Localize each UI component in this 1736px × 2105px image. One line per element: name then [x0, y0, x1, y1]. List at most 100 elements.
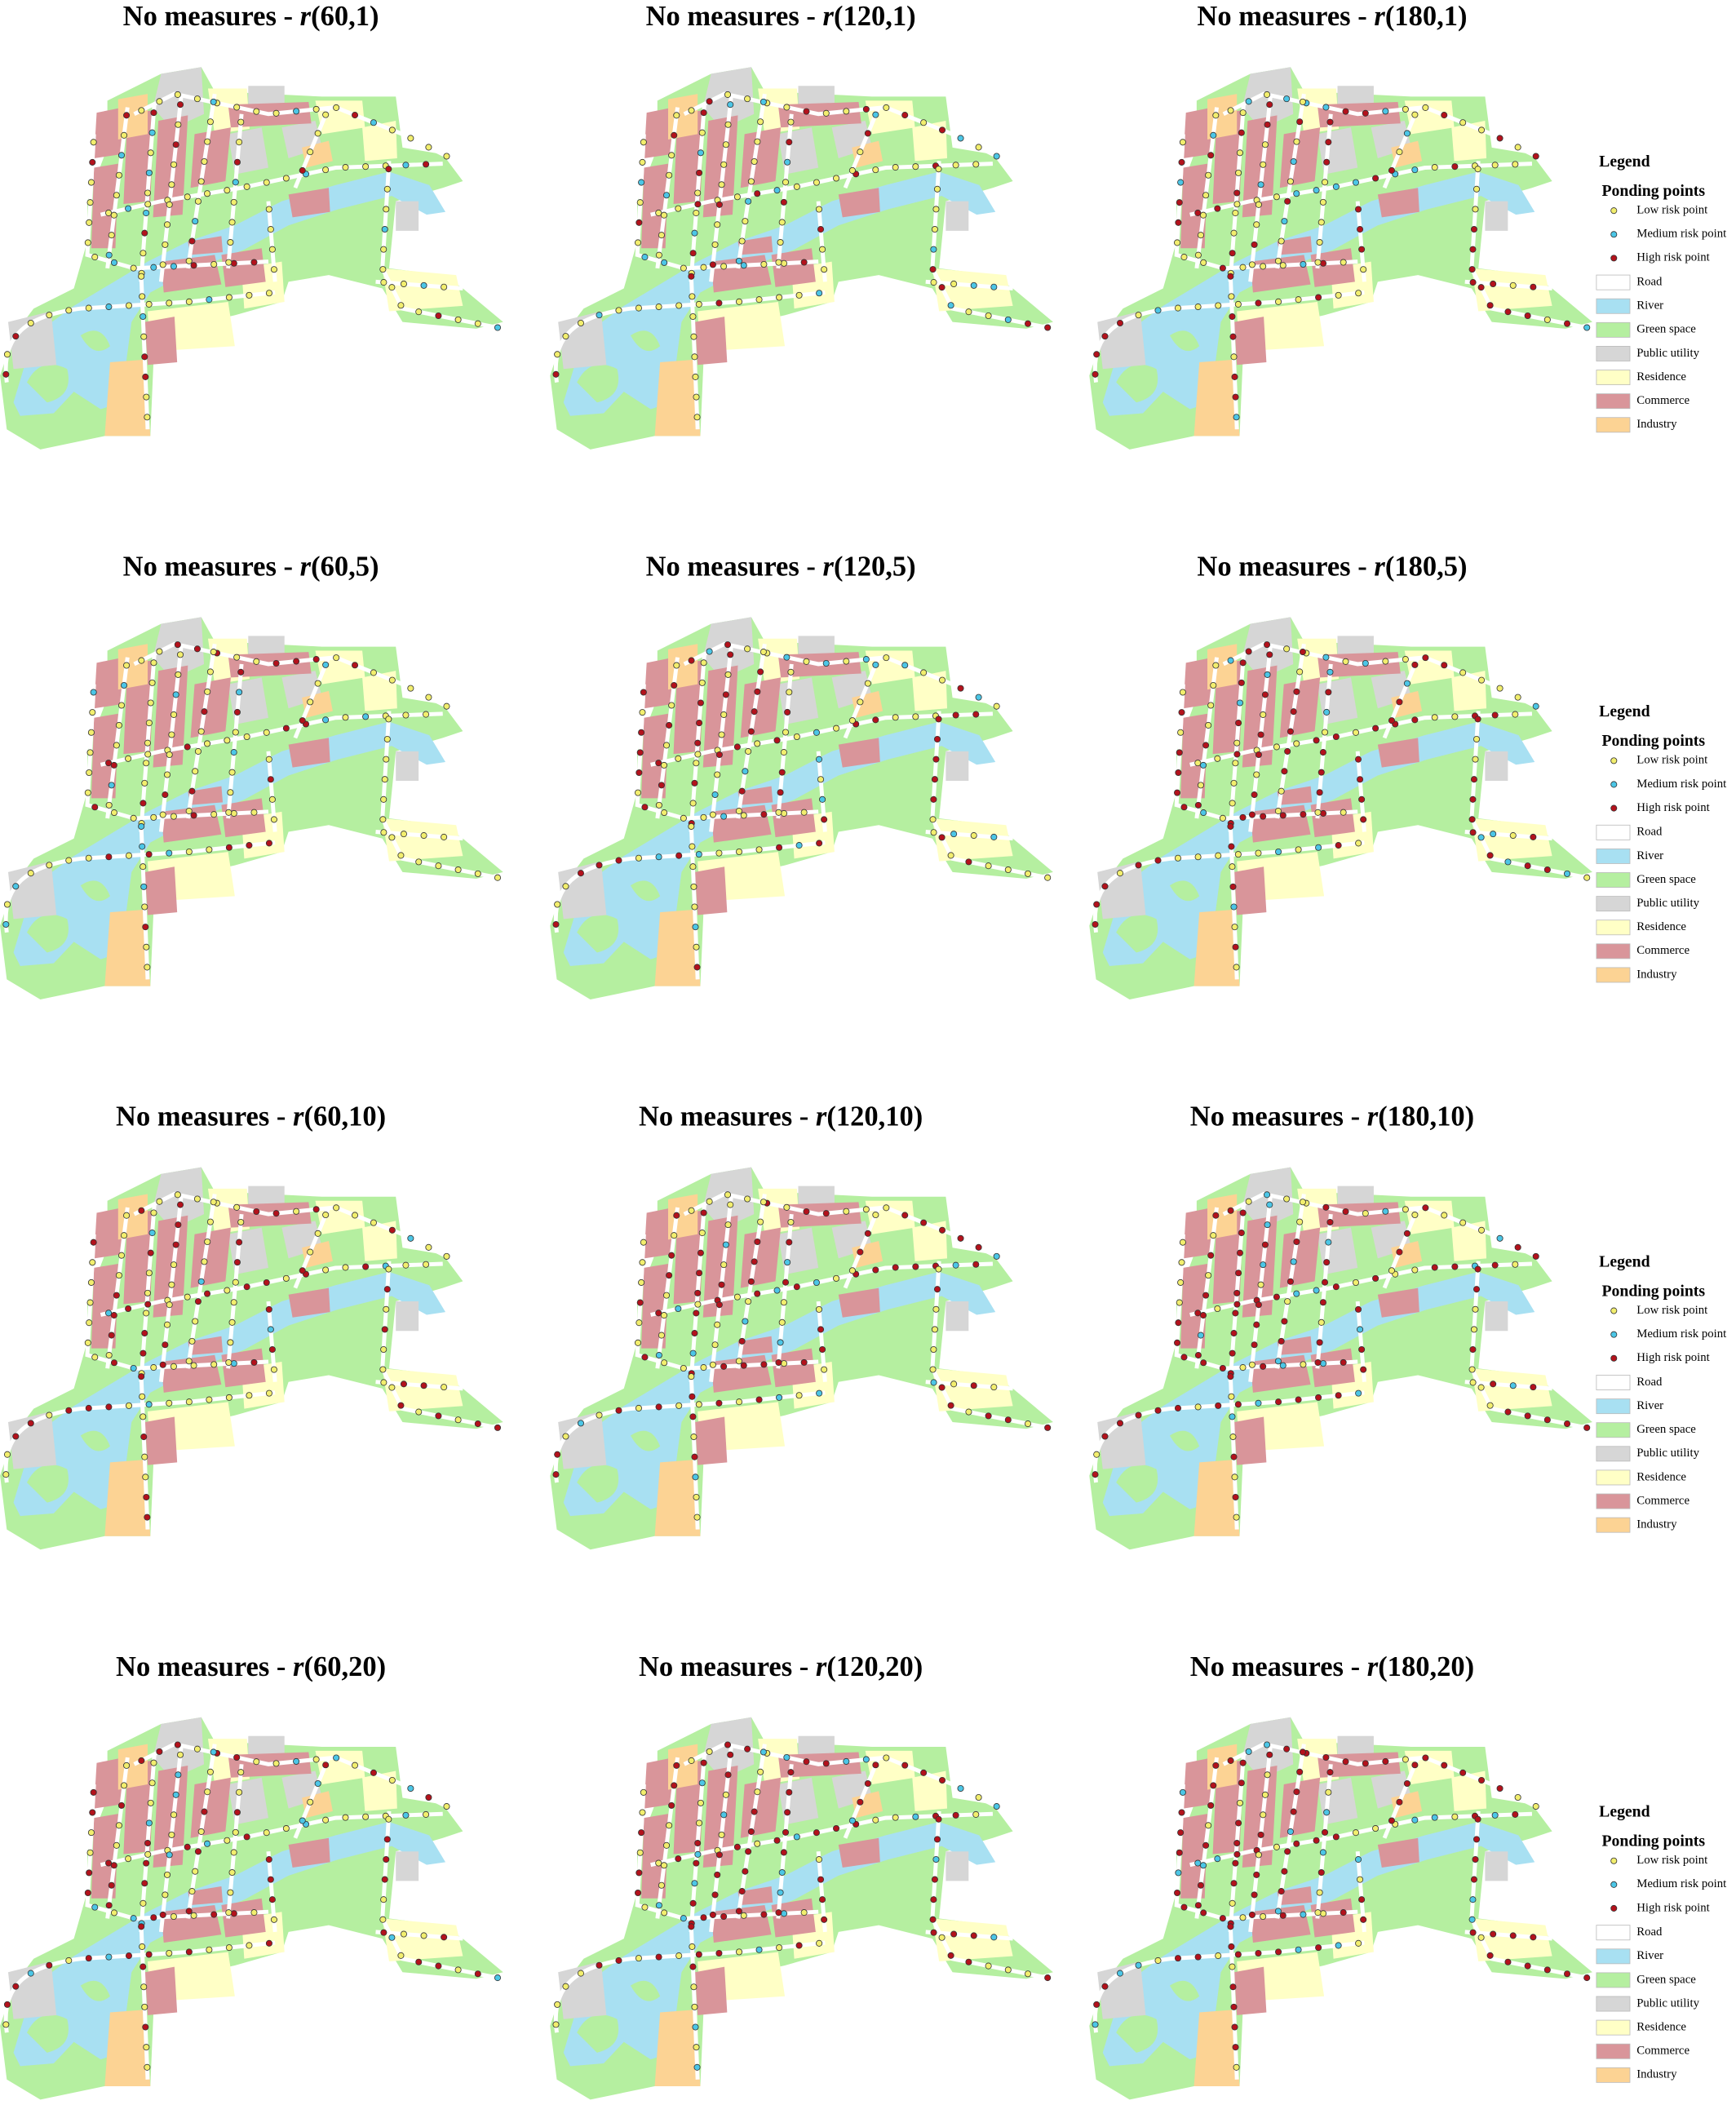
ponding-point — [174, 1741, 181, 1748]
legend-patch — [1596, 2019, 1631, 2036]
ponding-point — [1199, 1312, 1207, 1319]
ponding-point — [265, 1305, 272, 1313]
ponding-point — [1283, 645, 1291, 653]
ponding-point — [144, 751, 152, 758]
ponding-point — [1496, 685, 1504, 692]
ponding-point — [270, 266, 277, 273]
ponding-point — [655, 251, 662, 259]
map-panel: No measures - r(60,5) — [0, 551, 503, 999]
ponding-point — [929, 1916, 937, 1923]
ponding-point — [947, 1402, 954, 1409]
ponding-point — [352, 1762, 359, 1769]
ponding-point — [751, 1808, 758, 1815]
ponding-point — [1253, 221, 1260, 228]
ponding-point — [307, 698, 314, 706]
ponding-point — [1332, 1283, 1340, 1291]
ponding-point — [1197, 1332, 1204, 1339]
ponding-point — [696, 169, 703, 176]
ponding-point — [185, 1948, 193, 1956]
ponding-point — [1200, 809, 1207, 817]
ponding-point — [800, 1909, 808, 1917]
ponding-point — [1236, 699, 1243, 707]
ponding-point — [690, 883, 698, 890]
ponding-point — [738, 237, 746, 245]
legend-label: Industry — [1636, 418, 1677, 431]
ponding-point — [577, 319, 584, 327]
ponding-point — [700, 659, 707, 667]
ponding-point — [1248, 1911, 1256, 1918]
ponding-point — [970, 1382, 977, 1389]
ponding-point — [1372, 725, 1380, 732]
ponding-point — [778, 1318, 786, 1326]
ponding-point — [1253, 1321, 1260, 1328]
ponding-point — [1411, 716, 1419, 724]
ponding-point — [552, 920, 560, 928]
ponding-point — [1214, 755, 1221, 762]
ponding-point — [1092, 2021, 1099, 2028]
ponding-point — [793, 1833, 800, 1841]
ponding-point — [1229, 1413, 1236, 1420]
ponding-point — [12, 1983, 20, 1990]
ponding-point — [1194, 853, 1202, 861]
ponding-point — [1532, 1252, 1539, 1260]
ponding-point — [1320, 1910, 1327, 1917]
ponding-point — [443, 1803, 450, 1810]
ponding-point — [697, 1799, 704, 1806]
ponding-point — [1274, 1908, 1282, 1915]
ponding-point — [1474, 716, 1481, 723]
ponding-point — [935, 716, 942, 723]
ponding-point — [1530, 283, 1537, 290]
ponding-point — [843, 1208, 850, 1215]
ponding-point — [1293, 1290, 1300, 1297]
ponding-point — [795, 291, 803, 299]
ponding-point — [901, 662, 909, 669]
ponding-point — [1543, 866, 1551, 874]
title-lead: No measures - — [1190, 1651, 1367, 1682]
ponding-point — [715, 1949, 723, 1957]
ponding-point — [383, 756, 390, 763]
ponding-point — [1322, 729, 1329, 736]
ponding-point — [1230, 903, 1238, 911]
ponding-point — [912, 163, 919, 171]
ponding-point — [816, 1389, 823, 1397]
ponding-point — [1477, 834, 1485, 841]
ponding-point — [689, 1899, 697, 1907]
ponding-point — [1255, 201, 1262, 208]
ponding-point — [709, 1911, 716, 1918]
ponding-point — [773, 1837, 781, 1844]
legend-patch — [1596, 1398, 1631, 1415]
ponding-point — [1514, 144, 1521, 151]
ponding-point — [1543, 1966, 1551, 1974]
ponding-point — [1281, 768, 1288, 775]
ponding-point — [204, 740, 211, 747]
ponding-point — [985, 1412, 992, 1420]
ponding-point — [735, 1358, 742, 1365]
ponding-point — [201, 708, 208, 716]
title-lead: No measures - — [123, 1, 300, 32]
ponding-point — [1236, 1249, 1243, 1256]
ponding-point — [1207, 152, 1215, 159]
ponding-point — [1231, 924, 1238, 931]
ponding-point — [27, 870, 34, 877]
ponding-point — [1274, 1358, 1282, 1365]
ponding-point — [166, 1851, 173, 1859]
ponding-point — [253, 658, 260, 665]
ponding-point — [144, 201, 152, 208]
ponding-point — [125, 852, 133, 859]
ponding-point — [420, 1382, 427, 1389]
ponding-point — [757, 1768, 764, 1775]
ponding-point — [1514, 694, 1521, 701]
ponding-point — [857, 1248, 864, 1256]
ponding-point — [1491, 1261, 1499, 1269]
ponding-point — [415, 1408, 423, 1416]
ponding-point — [225, 1909, 232, 1917]
map-panel: No measures - r(120,5) — [550, 551, 1053, 999]
ponding-point — [233, 158, 241, 166]
legend-label: Medium risk point — [1636, 228, 1727, 241]
ponding-point — [990, 1934, 998, 1941]
ponding-point — [757, 118, 764, 126]
ponding-point — [1468, 1916, 1476, 1923]
ponding-point — [821, 266, 828, 273]
ponding-point — [1202, 1292, 1210, 1299]
